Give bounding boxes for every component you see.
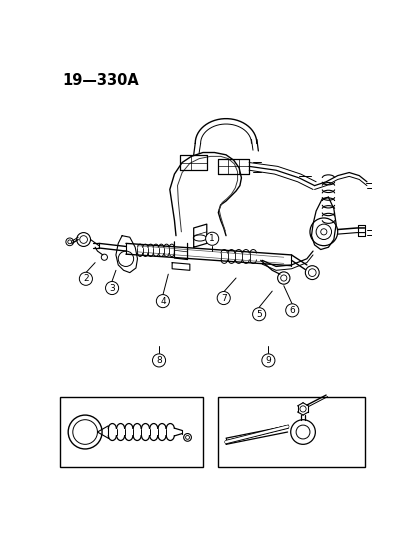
Circle shape [252, 308, 265, 321]
Circle shape [205, 232, 218, 245]
Text: 2: 2 [83, 274, 88, 284]
Bar [218, 398, 364, 467]
Circle shape [152, 354, 165, 367]
Text: 4: 4 [160, 297, 165, 305]
Text: 5: 5 [256, 310, 261, 319]
Text: 9431B  330: 9431B 330 [305, 461, 362, 470]
Text: 6: 6 [289, 306, 294, 315]
Text: 9: 9 [265, 356, 271, 365]
Bar [60, 398, 202, 467]
Text: 3: 3 [109, 284, 115, 293]
Circle shape [261, 354, 274, 367]
Text: 7: 7 [220, 294, 226, 303]
Circle shape [217, 292, 230, 304]
Text: 8: 8 [156, 356, 161, 365]
Circle shape [285, 304, 298, 317]
Circle shape [156, 295, 169, 308]
Circle shape [79, 272, 92, 285]
Circle shape [105, 281, 119, 295]
Text: 19—330A: 19—330A [62, 73, 138, 88]
Text: 1: 1 [209, 234, 214, 243]
